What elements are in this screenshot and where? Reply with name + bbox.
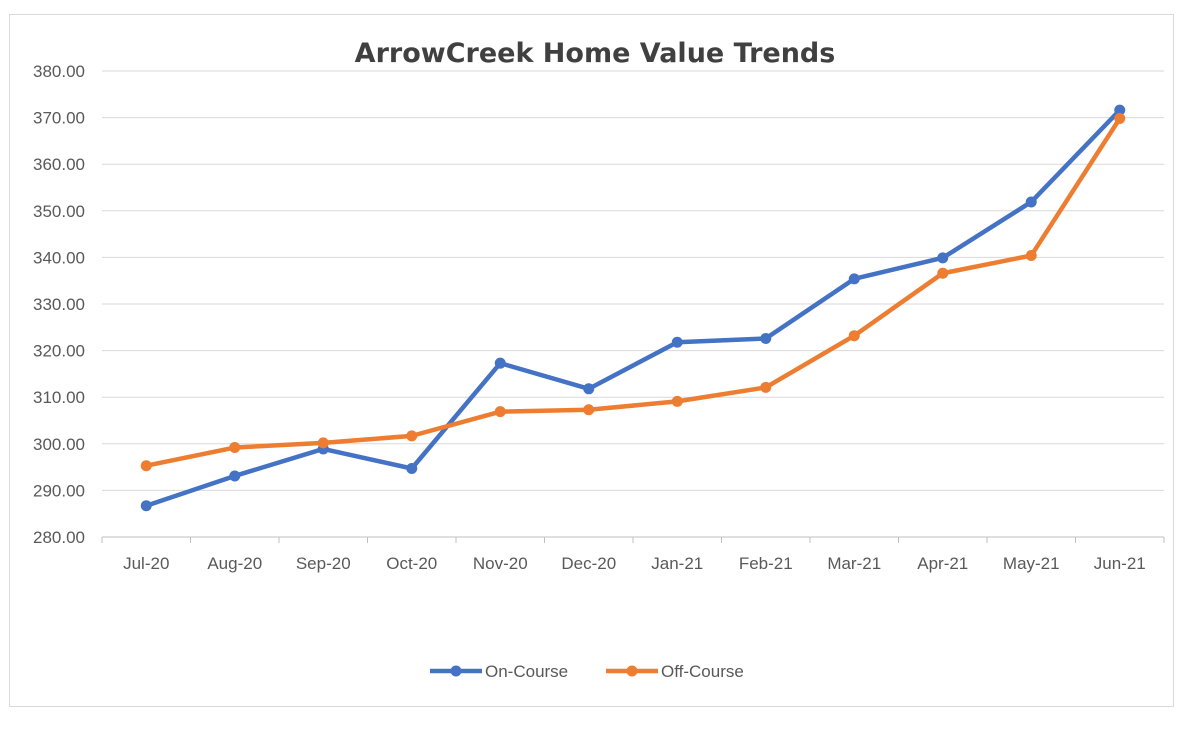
data-point [1025, 196, 1037, 208]
legend-label: On-Course [485, 662, 568, 681]
data-point [406, 462, 418, 474]
legend: On-Course Off-Course [430, 662, 744, 681]
data-point [317, 437, 329, 449]
x-tick-label: Feb-21 [739, 554, 793, 573]
series-off-course [140, 113, 1126, 472]
data-point [229, 470, 241, 482]
y-tick-label: 370.00 [33, 109, 85, 128]
x-tick-label: Mar-21 [827, 554, 881, 573]
gridlines [102, 70, 1164, 491]
x-tick-label: May-21 [1003, 554, 1060, 573]
y-tick-label: 320.00 [33, 342, 85, 361]
legend-item: Off-Course [606, 662, 744, 681]
x-tick-label: Nov-20 [473, 554, 528, 573]
data-point [848, 330, 860, 342]
legend-item: On-Course [430, 662, 568, 681]
y-tick-label: 310.00 [33, 388, 85, 407]
y-tick-label: 380.00 [33, 62, 85, 81]
x-tick-label: Aug-20 [207, 554, 262, 573]
y-tick-label: 340.00 [33, 248, 85, 267]
data-point [494, 357, 506, 369]
x-tick-label: Dec-20 [561, 554, 616, 573]
data-point [760, 332, 772, 344]
data-point [494, 406, 506, 418]
line-chart: ArrowCreek Home Value Trends 280.00 290.0… [33, 38, 1165, 681]
data-point [406, 430, 418, 442]
y-tick-label: 280.00 [33, 528, 85, 547]
data-point [583, 383, 595, 395]
y-tick-label: 300.00 [33, 435, 85, 454]
data-point [1114, 113, 1126, 125]
series-layer [140, 104, 1126, 512]
data-point [848, 273, 860, 285]
series-on-course [140, 104, 1126, 512]
data-point [140, 500, 152, 512]
x-tick-label: Jun-21 [1094, 554, 1146, 573]
data-point [937, 252, 949, 264]
x-axis-tick-labels: Jul-20 Aug-20 Sep-20 Oct-20 Nov-20 Dec-20 Jan-… [123, 554, 1146, 573]
data-point [937, 267, 949, 279]
x-tick-label: Jan-21 [651, 554, 703, 573]
x-tick-label: Sep-20 [296, 554, 351, 573]
legend-marker [450, 665, 462, 677]
chart-title: ArrowCreek Home Value Trends [355, 38, 836, 69]
data-point [583, 404, 595, 416]
data-point [1114, 104, 1126, 116]
data-point [760, 381, 772, 393]
legend-marker [626, 665, 638, 677]
x-tick-label: Apr-21 [917, 554, 968, 573]
y-tick-label: 350.00 [33, 202, 85, 221]
data-point [1025, 250, 1037, 262]
y-tick-label: 360.00 [33, 155, 85, 174]
series-line [144, 107, 1122, 509]
data-point [671, 395, 683, 407]
x-tick-label: Oct-20 [386, 554, 437, 573]
data-point [140, 460, 152, 472]
x-tick-label: Jul-20 [123, 554, 169, 573]
legend-label: Off-Course [661, 662, 744, 681]
x-axis [101, 536, 1165, 543]
y-tick-label: 330.00 [33, 295, 85, 314]
data-point [671, 336, 683, 348]
series-line [144, 116, 1122, 468]
chart-area: ArrowCreek Home Value Trends 280.00 290.0… [9, 14, 1174, 707]
y-axis-tick-labels: 280.00 290.00 300.00 310.00 320.00 330.00 340.… [33, 62, 85, 547]
y-tick-label: 290.00 [33, 481, 85, 500]
data-point [229, 442, 241, 454]
